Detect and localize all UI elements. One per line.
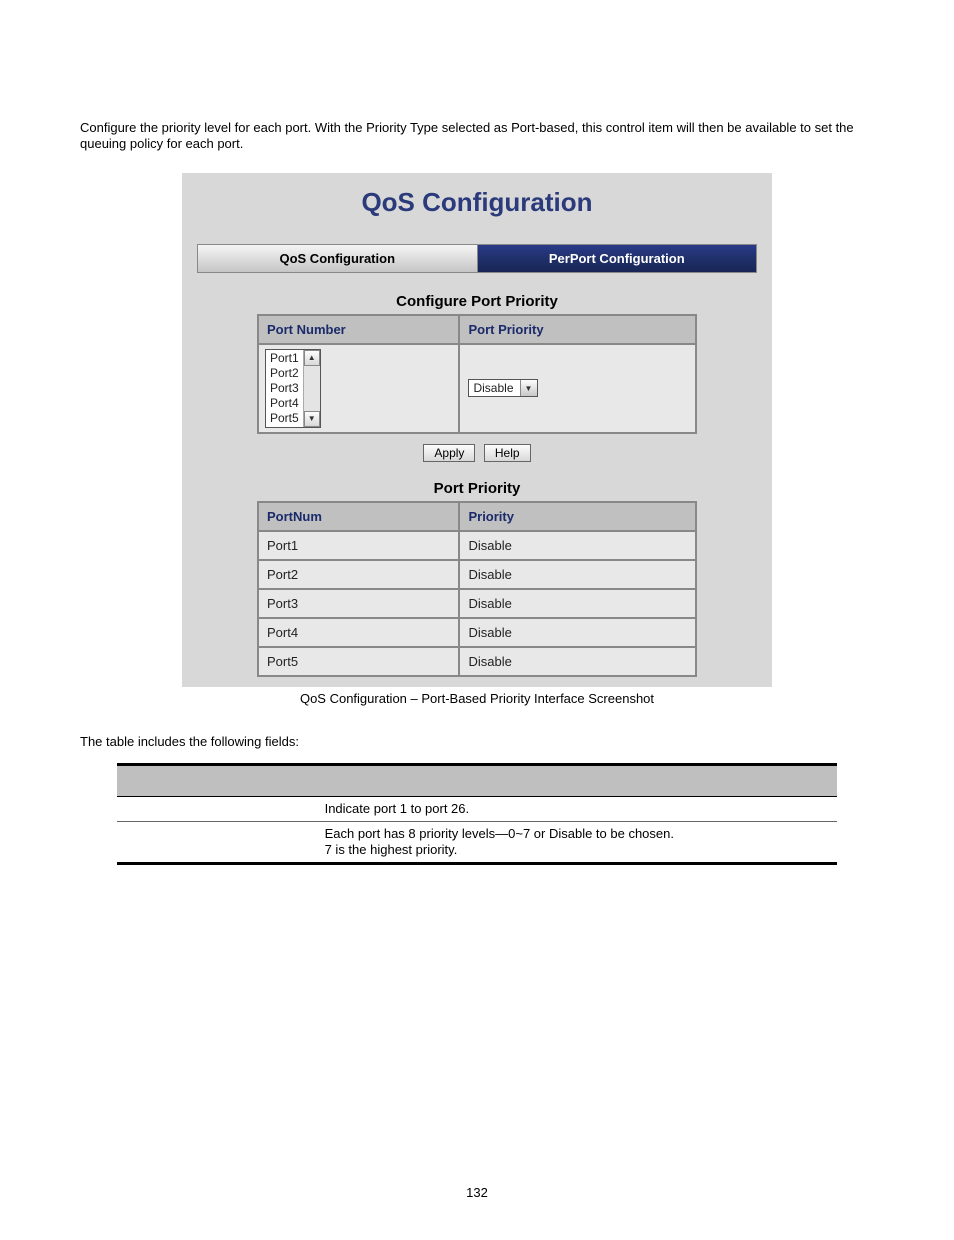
cell-port: Port1 [258,531,459,560]
priority-dropdown[interactable]: Disable ▼ [468,379,537,397]
header-port-priority: Port Priority [459,315,696,344]
table-row: Port5 Disable [258,647,696,676]
panel-title: QoS Configuration [182,173,772,244]
scroll-down-icon[interactable]: ▼ [304,411,320,427]
tab-bar: QoS Configuration PerPort Configuration [197,244,757,273]
list-item[interactable]: Port2 [270,366,299,381]
table-row: Port1 Disable [258,531,696,560]
list-item[interactable]: Port5 [270,411,299,426]
cell-port: Port2 [258,560,459,589]
section-title-configure: Configure Port Priority [182,293,772,310]
port-listbox[interactable]: Port1 Port2 Port3 Port4 Port5 ▲ ▼ [265,349,321,428]
cell-priority: Disable [459,589,696,618]
cell-priority: Disable [459,531,696,560]
button-row: Apply Help [182,444,772,462]
chevron-down-icon[interactable]: ▼ [520,380,537,396]
section-title-portpriority: Port Priority [182,480,772,497]
tab-perport-config[interactable]: PerPort Configuration [478,244,758,273]
list-item[interactable]: Port1 [270,351,299,366]
page-number: 132 [80,1185,874,1200]
header-portnum: PortNum [258,502,459,531]
table-intro-text: The table includes the following fields: [80,734,874,749]
cell-priority: Disable [459,618,696,647]
configure-table: Port Number Port Priority Port1 Port2 Po… [257,314,697,434]
def-header-blank1 [117,764,319,796]
def-label [117,821,319,864]
cell-priority: Disable [459,560,696,589]
table-row: Port2 Disable [258,560,696,589]
table-row: Port3 Disable [258,589,696,618]
def-label [117,796,319,821]
list-item[interactable]: Port3 [270,381,299,396]
list-item[interactable]: Port4 [270,396,299,411]
cell-priority: Disable [459,647,696,676]
scroll-up-icon[interactable]: ▲ [304,350,320,366]
screenshot-panel: QoS Configuration QoS Configuration PerP… [182,173,772,687]
status-table: PortNum Priority Port1 Disable Port2 Dis… [257,501,697,677]
table-row: Indicate port 1 to port 26. [117,796,837,821]
field-definition-table: Indicate port 1 to port 26. Each port ha… [117,763,837,866]
apply-button[interactable]: Apply [423,444,475,462]
listbox-scrollbar[interactable]: ▲ ▼ [303,350,320,427]
help-button[interactable]: Help [484,444,531,462]
def-desc: Each port has 8 priority levels—0~7 or D… [319,821,837,864]
port-listbox-items: Port1 Port2 Port3 Port4 Port5 [266,350,303,427]
cell-port: Port5 [258,647,459,676]
table-row: Port4 Disable [258,618,696,647]
figure-caption: QoS Configuration – Port-Based Priority … [80,691,874,706]
dropdown-value: Disable [469,380,519,396]
cell-port: Port4 [258,618,459,647]
table-row: Each port has 8 priority levels—0~7 or D… [117,821,837,864]
cell-port: Port3 [258,589,459,618]
def-desc: Indicate port 1 to port 26. [319,796,837,821]
header-port-number: Port Number [258,315,459,344]
intro-paragraph: Configure the priority level for each po… [80,120,874,153]
header-priority: Priority [459,502,696,531]
def-header-blank2 [319,764,837,796]
tab-qos-config[interactable]: QoS Configuration [197,244,478,273]
